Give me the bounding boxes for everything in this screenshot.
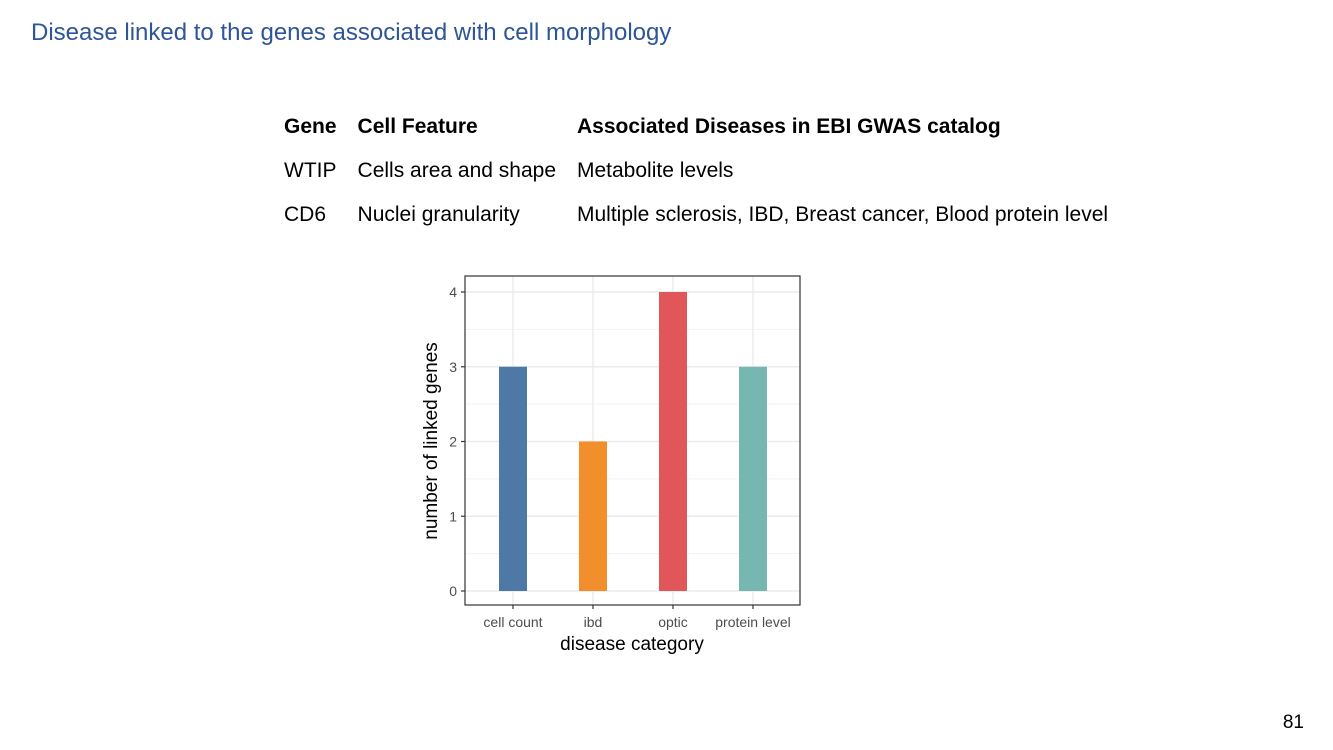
y-tick-label: 0 [449,583,457,599]
table-row: CD6 Nuclei granularity Multiple sclerosi… [276,193,1121,237]
y-axis-title: number of linked genes [421,342,442,540]
gene-cell: WTIP [284,159,337,182]
x-tick-label: protein level [715,614,791,630]
axis-ticks: 0 1 2 3 4 cell count ibd optic protein level [449,284,791,630]
gene-cell: CD6 [284,203,327,226]
y-tick-label: 3 [449,359,457,375]
cell-feature-cell: Cells area and shape [357,159,556,182]
bar-ibd [579,441,607,591]
table-row: WTIP Cells area and shape Metabolite lev… [276,149,1121,193]
diseases-cell: Multiple sclerosis, IBD, Breast cancer, … [577,203,1109,226]
plot-panel-border [464,275,801,606]
x-axis-title: disease category [560,634,704,655]
table-header-row: Gene Cell Feature Associated Diseases in… [276,105,1121,149]
y-tick-label: 4 [449,284,457,300]
bar-cell-count [499,366,527,591]
cell-feature-cell: Nuclei granularity [357,203,520,226]
gene-disease-table: Gene Cell Feature Associated Diseases in… [276,105,1121,237]
page-number: 81 [1282,712,1304,733]
column-header-associated-diseases: Associated Diseases in EBI GWAS catalog [577,115,1001,138]
y-tick-label: 1 [449,508,457,524]
diseases-cell: Metabolite levels [577,159,734,182]
bar-protein-level [739,366,767,591]
slide-title: Disease linked to the genes associated w… [31,19,672,46]
column-header-cell-feature: Cell Feature [357,115,478,138]
y-tick-label: 2 [449,434,457,450]
x-tick-label: optic [658,614,688,630]
bar-optic [659,292,687,591]
bars [499,292,767,591]
x-tick-label: cell count [483,614,542,630]
x-tick-label: ibd [584,614,603,630]
column-header-gene: Gene [284,115,337,138]
